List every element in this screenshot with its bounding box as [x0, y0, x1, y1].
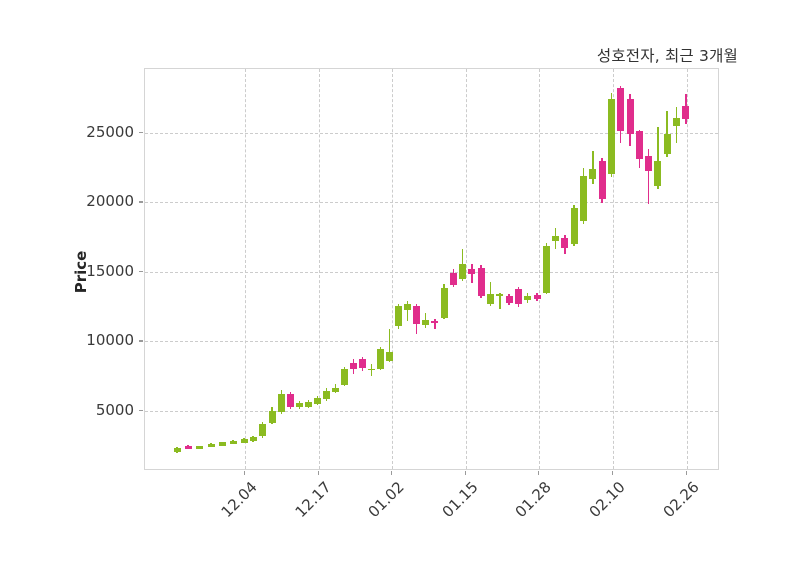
- x-tick-mark: [464, 471, 466, 475]
- candle-up: [323, 390, 330, 400]
- candle-up: [673, 117, 680, 126]
- candle-up: [332, 388, 339, 392]
- y-tick-label: 10000: [86, 331, 134, 350]
- y-tick-label: 15000: [86, 261, 134, 280]
- candle-up: [524, 295, 532, 300]
- candle-down: [350, 362, 357, 370]
- candle-up: [440, 287, 448, 318]
- candle-up: [496, 294, 504, 296]
- x-tick-mark: [538, 471, 540, 475]
- candle-up: [404, 303, 411, 311]
- candle-down: [533, 295, 541, 299]
- candle-wick: [434, 318, 436, 329]
- candle-down: [287, 394, 294, 408]
- x-gridline: [539, 69, 540, 469]
- candle-up: [542, 245, 550, 293]
- x-gridline: [392, 69, 393, 469]
- candle-up: [259, 424, 266, 436]
- candle-up: [314, 398, 321, 405]
- candle-down: [184, 446, 192, 449]
- y-gridline: [145, 132, 718, 134]
- candle-up: [570, 207, 578, 245]
- candle-up: [459, 264, 467, 280]
- candle-down: [626, 99, 634, 135]
- candle-up: [654, 161, 662, 186]
- candle-down: [645, 155, 653, 171]
- x-tick-mark: [244, 471, 246, 475]
- candle-wick: [666, 110, 668, 157]
- y-gridline: [145, 410, 718, 412]
- candle-up: [368, 368, 375, 371]
- candle-down: [617, 87, 625, 131]
- x-gridline: [318, 69, 320, 469]
- candle-up: [195, 446, 203, 449]
- y-tick-mark: [139, 340, 143, 342]
- y-gridline: [145, 341, 718, 343]
- candle-up: [422, 319, 429, 326]
- candle-up: [249, 437, 257, 441]
- candle-down: [431, 320, 439, 324]
- y-tick-label: 20000: [86, 192, 134, 211]
- candle-wick: [647, 149, 650, 205]
- y-tick-mark: [139, 270, 143, 273]
- chart-title: 성호전자, 최근 3개월: [596, 47, 738, 65]
- candle-up: [607, 99, 615, 175]
- y-gridline: [145, 202, 718, 204]
- candle-down: [449, 272, 457, 285]
- candle-down: [514, 289, 522, 305]
- candle-up: [663, 134, 671, 155]
- candle-up: [218, 442, 226, 446]
- y-gridline: [145, 271, 718, 273]
- x-tick-mark: [317, 471, 319, 475]
- candle-up: [296, 403, 303, 408]
- candle-up: [268, 410, 276, 423]
- y-tick-mark: [139, 409, 143, 412]
- candle-down: [635, 130, 643, 160]
- candle-up: [278, 393, 285, 413]
- candle-down: [359, 359, 366, 368]
- candle-down: [468, 269, 476, 275]
- candle-wick: [499, 292, 501, 310]
- candle-up: [229, 440, 237, 444]
- candle-up: [487, 294, 494, 305]
- candle-down: [682, 105, 690, 120]
- x-gridline: [245, 69, 246, 469]
- candle-up: [240, 438, 248, 443]
- y-tick-mark: [139, 131, 143, 134]
- candle-up: [207, 443, 215, 447]
- y-tick-mark: [139, 201, 143, 203]
- x-tick-mark: [685, 471, 687, 475]
- candle-up: [173, 448, 181, 453]
- x-tick-mark: [391, 471, 393, 475]
- candle-up: [305, 402, 312, 407]
- candle-up: [341, 369, 348, 385]
- candle-up: [589, 169, 597, 180]
- candle-up: [580, 176, 587, 221]
- candle-up: [377, 349, 384, 370]
- candle-down: [505, 295, 513, 303]
- y-tick-label: 5000: [95, 400, 134, 419]
- x-gridline: [613, 69, 614, 469]
- candle-down: [598, 161, 606, 200]
- x-gridline: [686, 69, 688, 469]
- candle-up: [395, 306, 402, 327]
- candle-up: [552, 235, 560, 241]
- plot-area: [144, 68, 719, 470]
- y-tick-label: 25000: [86, 122, 134, 141]
- candle-down: [561, 237, 569, 248]
- candle-wick: [388, 329, 391, 363]
- x-tick-mark: [612, 471, 614, 475]
- candle-wick: [657, 127, 659, 189]
- candle-down: [413, 306, 420, 325]
- candle-up: [386, 351, 393, 361]
- candle-down: [477, 267, 485, 297]
- candle-wick: [406, 301, 409, 321]
- candle-wick: [592, 151, 594, 185]
- candle-wick: [489, 281, 492, 306]
